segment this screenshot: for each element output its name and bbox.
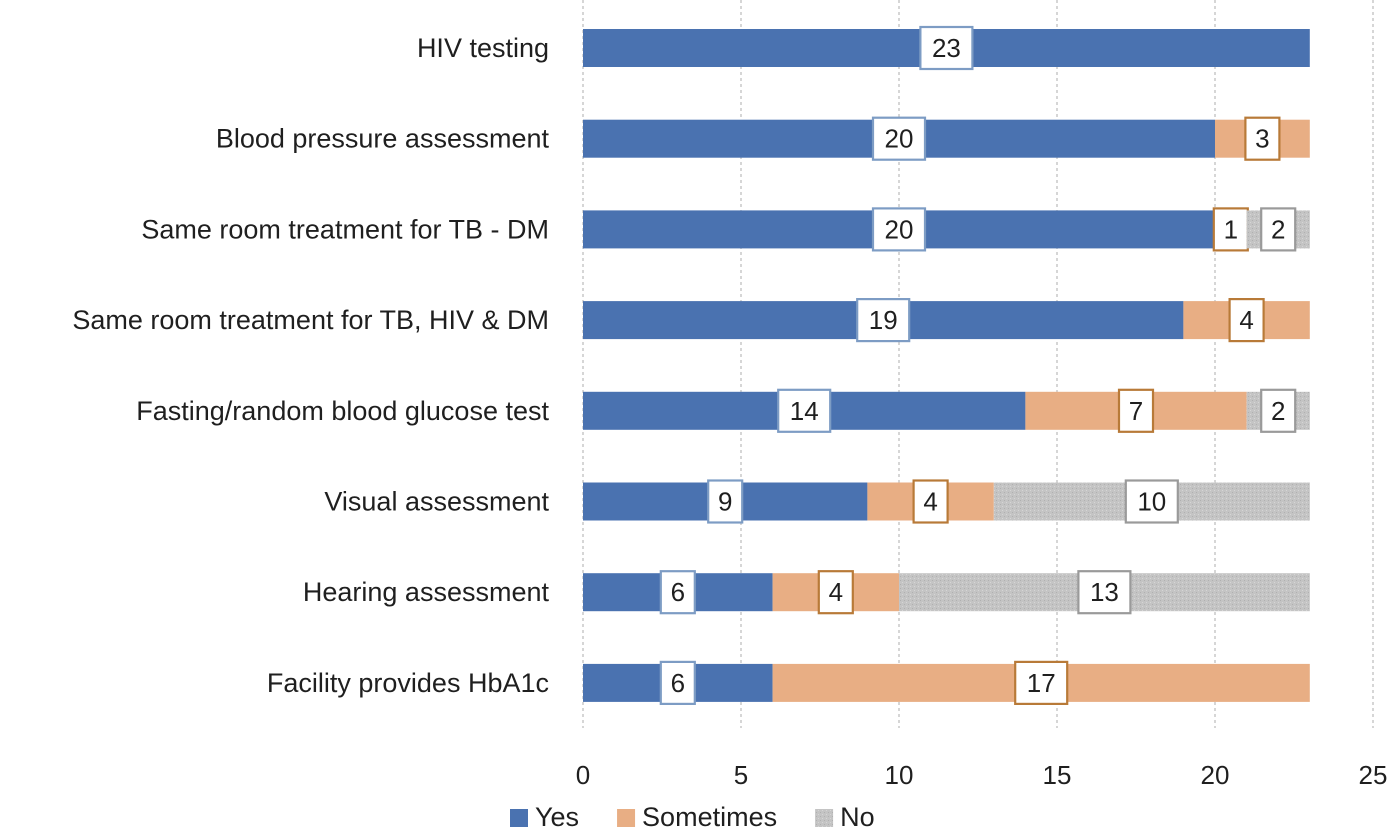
data-label-box: [817, 570, 854, 615]
bars: 23 20 3 20 1 2 19 4 14 7 2 9 4 10 6 4 13 6 17: [583, 25, 1310, 706]
data-label-box: [1077, 570, 1132, 615]
data-label-box: [707, 479, 744, 524]
data-label-box: [1117, 388, 1155, 433]
data-label-box: [856, 298, 911, 343]
category-label: Blood pressure assessment: [216, 124, 550, 154]
x-tick-label: 10: [885, 760, 914, 790]
data-label-box: [871, 116, 927, 161]
legend: Yes Sometimes No: [510, 802, 875, 832]
data-label: 20: [885, 124, 914, 154]
data-label: 6: [671, 668, 685, 698]
data-label-box: [659, 660, 696, 706]
data-label-box: [659, 570, 696, 615]
category-label: HIV testing: [417, 33, 549, 63]
data-label: 14: [790, 396, 819, 426]
data-label: 7: [1129, 396, 1143, 426]
data-label: 6: [671, 577, 685, 607]
category-label: Same room treatment for TB, HIV & DM: [72, 305, 549, 335]
data-label-box: [777, 388, 832, 433]
data-label-box: [871, 207, 927, 252]
data-label-box: [1014, 660, 1069, 706]
x-tick-label: 0: [576, 760, 590, 790]
x-axis-tick-labels: 0 5 10 15 20 25: [576, 760, 1388, 790]
data-label-box: [1260, 388, 1297, 433]
data-label: 10: [1137, 487, 1166, 517]
x-tick-label: 5: [734, 760, 748, 790]
data-label-box: [1124, 479, 1179, 524]
x-tick-label: 20: [1201, 760, 1230, 790]
legend-label: Yes: [535, 802, 579, 832]
data-label: 9: [718, 487, 732, 517]
data-label: 13: [1090, 577, 1119, 607]
data-label: 4: [829, 577, 843, 607]
data-label: 19: [869, 305, 898, 335]
data-label-box: [1244, 116, 1281, 161]
data-label: 3: [1255, 124, 1269, 154]
data-label-box: [1212, 207, 1249, 252]
x-tick-label: 15: [1043, 760, 1072, 790]
data-label-box: [912, 479, 949, 524]
legend-label: Sometimes: [642, 802, 777, 832]
data-label: 17: [1027, 668, 1056, 698]
legend-label: No: [840, 802, 875, 832]
data-label-box: [1260, 207, 1297, 252]
category-label: Facility provides HbA1c: [267, 668, 549, 698]
data-label: 2: [1271, 396, 1285, 426]
data-label: 23: [932, 33, 961, 63]
data-label-box: [1228, 298, 1265, 343]
data-label: 20: [885, 214, 914, 244]
category-labels: HIV testing Blood pressure assessment Same…: [72, 33, 549, 698]
data-label: 2: [1271, 214, 1285, 244]
category-label: Fasting/random blood glucose test: [136, 396, 549, 426]
legend-swatch-sometimes: [617, 809, 636, 827]
legend-swatch-no: [815, 809, 834, 827]
data-label: 4: [923, 487, 937, 517]
gridlines: [582, 0, 1374, 728]
data-label: 1: [1224, 214, 1238, 244]
category-label: Visual assessment: [324, 487, 549, 517]
data-label-box: [919, 25, 974, 71]
category-label: Same room treatment for TB - DM: [141, 214, 549, 244]
x-tick-label: 25: [1359, 760, 1388, 790]
category-label: Hearing assessment: [303, 577, 550, 607]
legend-swatch-yes: [510, 809, 528, 827]
data-label: 4: [1239, 305, 1253, 335]
